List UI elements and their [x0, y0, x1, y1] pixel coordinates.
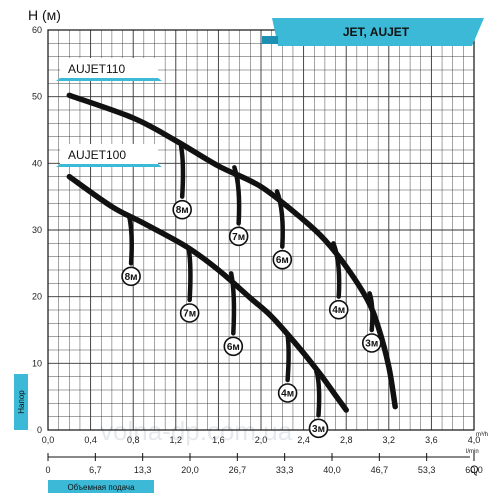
- depth-branch-line: [367, 291, 375, 333]
- x-tick-label-lmin: 13,3: [134, 465, 152, 475]
- depth-branch-line: [285, 333, 291, 383]
- axes: 0 10 20 30 40 50 60 H (м) 0,0 0,4 0,8 1,2 1,6 2,0 2,4 2…: [28, 7, 488, 476]
- x-tick-label-lmin: 6,7: [89, 465, 102, 475]
- series-label-box: [60, 144, 158, 164]
- bottom-label-box: [48, 480, 154, 493]
- depth-callout-circle: [308, 418, 329, 439]
- x-tick-label-lmin: 46,7: [371, 465, 389, 475]
- series-label-box: [60, 58, 158, 78]
- depth-branch-line: [186, 245, 193, 303]
- depth-callout-label: 3м: [312, 424, 325, 435]
- depth-callout-label: 4м: [332, 305, 345, 316]
- x-tick-label-lmin: 60,0: [465, 465, 483, 475]
- series-layer: 8м 7м 6м 4м 3м 8м 7м 6м 4м 3м: [66, 92, 398, 439]
- series-name-label: AUJET110: [68, 62, 125, 76]
- depth-callout-circle: [277, 383, 298, 403]
- side-label-box: [14, 374, 28, 430]
- x-tick-label-lmin: 40,0: [323, 465, 341, 475]
- grid: volna-dp.com.ua: [47, 29, 475, 446]
- x-tick-label-m3h: 0,0: [42, 435, 55, 445]
- x-tick-label-m3h: 2,4: [297, 435, 310, 445]
- depth-callout-circle: [223, 336, 244, 357]
- depth-branch-line: [178, 144, 186, 199]
- banner-accent: [262, 36, 278, 44]
- side-label-text: Напор: [17, 390, 26, 414]
- depth-callout-circle: [361, 333, 382, 353]
- y-axis-title: H (м): [28, 7, 61, 23]
- depth-callout-label: 8м: [176, 205, 189, 216]
- x-tick-label-lmin: 0: [45, 465, 50, 475]
- x-tick-label-lmin: 33,3: [276, 465, 294, 475]
- y-tick-label: 0: [37, 425, 42, 435]
- depth-branch-line: [314, 367, 322, 418]
- y-tick-label: 50: [32, 92, 42, 102]
- depth-callout-label: 4м: [281, 389, 294, 400]
- depth-callout-circle: [172, 199, 192, 220]
- depth-branch-line: [126, 213, 134, 266]
- x-tick-label-m3h: 2,8: [340, 435, 353, 445]
- plot-frame: [47, 29, 475, 431]
- x-tick-label-lmin: 53,3: [418, 465, 436, 475]
- x-tick-label-m3h: 0,8: [127, 435, 140, 445]
- depth-callout-label: 3м: [365, 339, 378, 350]
- x-tick-label-m3h: 3,2: [383, 435, 396, 445]
- banner-shape: [272, 18, 484, 46]
- series-name-label: AUJET100: [68, 148, 126, 162]
- unit-lmin: l/min: [466, 449, 479, 455]
- depth-callout-label: 7м: [232, 232, 245, 243]
- labels-layer: AUJET110 AUJET100 JET, AUJET Напор Объемная …: [14, 18, 484, 493]
- y-tick-label: 60: [32, 25, 42, 35]
- x-tick-label-lmin: 26,7: [229, 465, 247, 475]
- x-tick-label-m3h: 3,6: [425, 435, 438, 445]
- depth-callout-circle: [328, 299, 349, 320]
- q-letter: Q: [470, 464, 479, 476]
- series-line: [66, 173, 349, 413]
- depth-callout-circle: [179, 303, 200, 323]
- depth-callout-circle: [121, 266, 141, 287]
- y-tick-label: 10: [32, 358, 42, 368]
- depth-branch-line: [274, 189, 285, 249]
- x-tick-label-m3h: 0,4: [84, 435, 97, 445]
- depth-callout-label: 8м: [125, 272, 138, 283]
- depth-callout-circle: [228, 226, 249, 247]
- x-tick-label-lmin: 20,0: [181, 465, 199, 475]
- depth-callout-circle: [272, 249, 293, 270]
- depth-callout-label: 6м: [276, 255, 289, 266]
- depth-branch-line: [232, 165, 242, 226]
- x-tick-label-m3h: 1,2: [170, 435, 183, 445]
- banner-title: JET, AUJET: [343, 25, 410, 39]
- x-tick-label-m3h: 2,0: [255, 435, 268, 445]
- depth-callout-label: 6м: [227, 342, 240, 353]
- series-label-underline: [56, 164, 162, 167]
- series-line: [66, 92, 398, 410]
- depth-callout-label: 7м: [183, 309, 196, 320]
- depth-branch-line: [331, 241, 342, 299]
- series-label-underline: [56, 78, 162, 81]
- depth-branch-line: [228, 271, 237, 336]
- y-tick-label: 40: [32, 158, 42, 168]
- unit-m3h: m³/h: [476, 432, 488, 438]
- x-tick-label-m3h: 4,0: [468, 435, 481, 445]
- y-tick-label: 30: [32, 225, 42, 235]
- y-tick-label: 20: [32, 292, 42, 302]
- x-tick-label-m3h: 1,6: [212, 435, 225, 445]
- bottom-label-text: Объемная подача: [67, 483, 135, 492]
